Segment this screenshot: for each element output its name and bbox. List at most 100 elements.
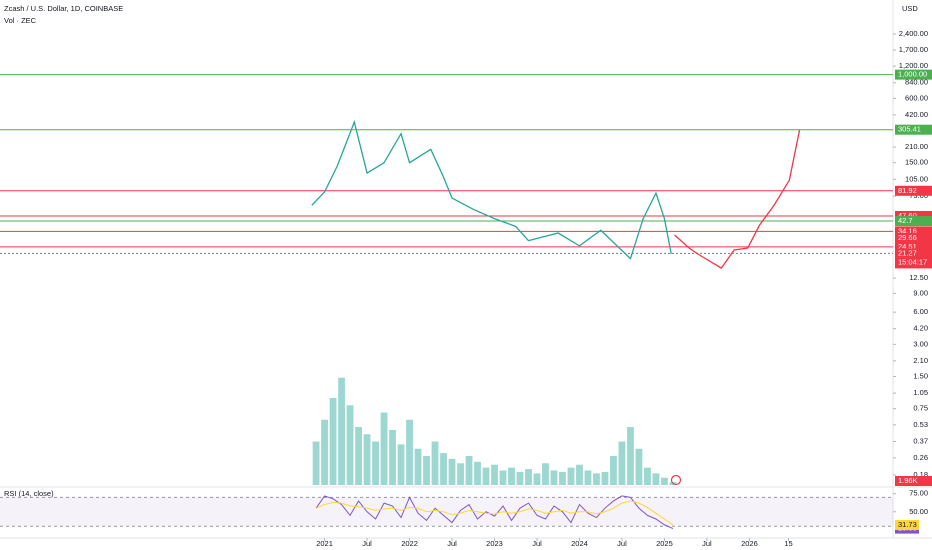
x-tick-label: Jul [617, 539, 627, 548]
volume-bar [516, 471, 524, 485]
x-tick-label: 15 [784, 539, 792, 548]
level-tag [895, 69, 932, 80]
volume-bar [372, 441, 379, 485]
volume-bar [533, 473, 541, 485]
volume-bar [465, 456, 473, 485]
volume-bar [406, 419, 413, 485]
volume-bar [652, 473, 660, 485]
volume-bar [550, 470, 558, 485]
rsi-y-tick-label: 50.00 [909, 507, 928, 516]
y-tick-label: 420.00 [905, 110, 928, 119]
volume-bar [397, 444, 405, 485]
volume-bar [355, 427, 362, 485]
level-tag-label: 42.7 [898, 216, 913, 225]
volume-bar [338, 377, 345, 485]
y-tick-label: 2,400.00 [899, 29, 928, 38]
price-tag [895, 232, 932, 243]
y-tick-label: 12.50 [909, 273, 928, 282]
volume-bar [669, 482, 677, 485]
level-tag [895, 124, 932, 135]
y-tick-label: 1,200.00 [899, 61, 928, 70]
level-tag-label: 305.41 [898, 125, 921, 134]
y-tick-label: 0.18 [913, 470, 928, 479]
x-tick-label: 2024 [571, 539, 588, 548]
x-tick-label: 2021 [316, 539, 333, 548]
y-tick-label: 1.05 [913, 388, 928, 397]
y-tick-label: 105.00 [905, 174, 928, 183]
level-tag-label: 24.51 [898, 242, 917, 251]
y-tick-label: 0.26 [913, 453, 928, 462]
y-tick-label: 840.00 [905, 78, 928, 87]
volume-bar [559, 471, 566, 485]
x-tick-label: 2025 [656, 539, 673, 548]
rsi-title: RSI (14, close) [4, 489, 54, 498]
volume-bar [482, 467, 490, 485]
volume-bar [542, 463, 549, 485]
y-tick-label: 0.37 [913, 436, 928, 445]
volume-bar [440, 453, 447, 485]
volume-bar [576, 464, 583, 485]
volume-bar [389, 429, 396, 485]
event-icon[interactable] [670, 474, 682, 486]
price-line [311, 119, 672, 260]
level-tag [895, 211, 932, 222]
volume-bar [329, 398, 337, 485]
volume-tag [895, 476, 932, 486]
x-tick-label: Jul [447, 539, 457, 548]
volume-bar [525, 469, 532, 485]
y-tick-label: 210.00 [905, 142, 928, 151]
x-tick-label: Jul [702, 539, 712, 548]
rsi-y-tick-label: 75.00 [909, 489, 928, 498]
y-tick-label: 3.00 [913, 339, 928, 348]
volume-bar [601, 471, 609, 485]
y-tick-label: 4.20 [913, 324, 928, 333]
volume-bar [593, 473, 600, 485]
volume-bar [474, 461, 481, 485]
level-tag [895, 241, 932, 252]
y-tick-label: 0.53 [913, 420, 928, 429]
volume-bar [508, 467, 515, 485]
level-tag [895, 226, 932, 237]
rsi-line [315, 495, 674, 530]
y-tick-label: 2.10 [913, 356, 928, 365]
current-price-label: 21.27 [898, 248, 917, 257]
volume-bar [380, 412, 388, 485]
volume-bar [635, 448, 643, 485]
rsi-tag [895, 519, 919, 530]
price-tag-label: 29.66 [898, 233, 917, 242]
volume-bar [618, 441, 626, 485]
volume-bar [627, 427, 634, 485]
volume-bar [414, 448, 422, 485]
volume-bar [431, 441, 439, 485]
volume-bar [423, 456, 430, 485]
countdown: 15:04:17 [898, 257, 927, 266]
currency: USD [902, 4, 918, 13]
y-tick-label: 9.00 [913, 288, 928, 297]
level-tag-label: 47.60 [898, 211, 917, 220]
volume-bar [448, 458, 456, 485]
level-tag [895, 185, 932, 196]
y-tick-label: 1,700.00 [899, 45, 928, 54]
y-tick-label: 0.75 [913, 404, 928, 413]
y-tick-label: 6.00 [913, 307, 928, 316]
volume-bar [363, 434, 371, 485]
volume-bar [661, 477, 668, 485]
level-tag-label: 1,000.00 [898, 70, 927, 79]
volume-bar [584, 470, 592, 485]
volume-bar [567, 467, 575, 485]
volume-bar [457, 463, 464, 485]
x-tick-label: Jul [362, 539, 372, 548]
rsi-band [0, 497, 893, 527]
level-tag-label: 81.92 [898, 186, 917, 195]
x-tick-label: 2022 [401, 539, 418, 548]
current-price-tag [895, 248, 932, 269]
volume-bar [644, 467, 651, 485]
symbol-title: Zcash / U.S. Dollar, 1D, COINBASE [4, 4, 123, 13]
rsi-line [315, 500, 674, 526]
y-tick-label: 150.00 [905, 158, 928, 167]
volume-bar [610, 456, 617, 485]
volume-bar [499, 470, 507, 485]
rsi-tag-label: 31.73 [898, 520, 917, 529]
volume-bar [491, 464, 498, 485]
